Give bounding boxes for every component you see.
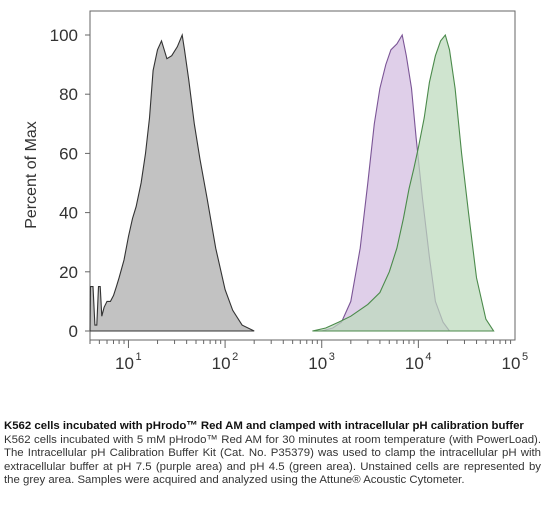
y-tick-label: 0 (69, 322, 78, 341)
y-axis-label: Percent of Max (23, 121, 40, 229)
y-tick-label: 100 (50, 26, 78, 45)
histogram-series-3 (312, 33, 495, 332)
x-tick-label: 10 (212, 354, 231, 373)
x-tick-exponent: 4 (425, 351, 431, 363)
caption-body: K562 cells incubated with 5 mM pHrodo™ R… (4, 434, 541, 486)
y-tick-label: 80 (59, 85, 78, 104)
y-tick-label: 20 (59, 263, 78, 282)
caption-title: K562 cells incubated with pHrodo™ Red AM… (4, 420, 524, 432)
x-tick-exponent: 1 (135, 351, 141, 363)
histogram-series-1 (89, 32, 255, 332)
x-tick-exponent: 3 (329, 351, 335, 363)
x-tick-label: 10 (405, 354, 424, 373)
x-tick-exponent: 2 (232, 351, 238, 363)
x-tick-exponent: 5 (522, 351, 528, 363)
x-tick-label: 10 (502, 354, 521, 373)
figure-caption: K562 cells incubated with pHrodo™ Red AM… (4, 420, 541, 487)
y-tick-label: 40 (59, 204, 78, 223)
y-tick-label: 60 (59, 144, 78, 163)
x-tick-label: 10 (115, 354, 134, 373)
x-tick-label: 10 (308, 354, 327, 373)
